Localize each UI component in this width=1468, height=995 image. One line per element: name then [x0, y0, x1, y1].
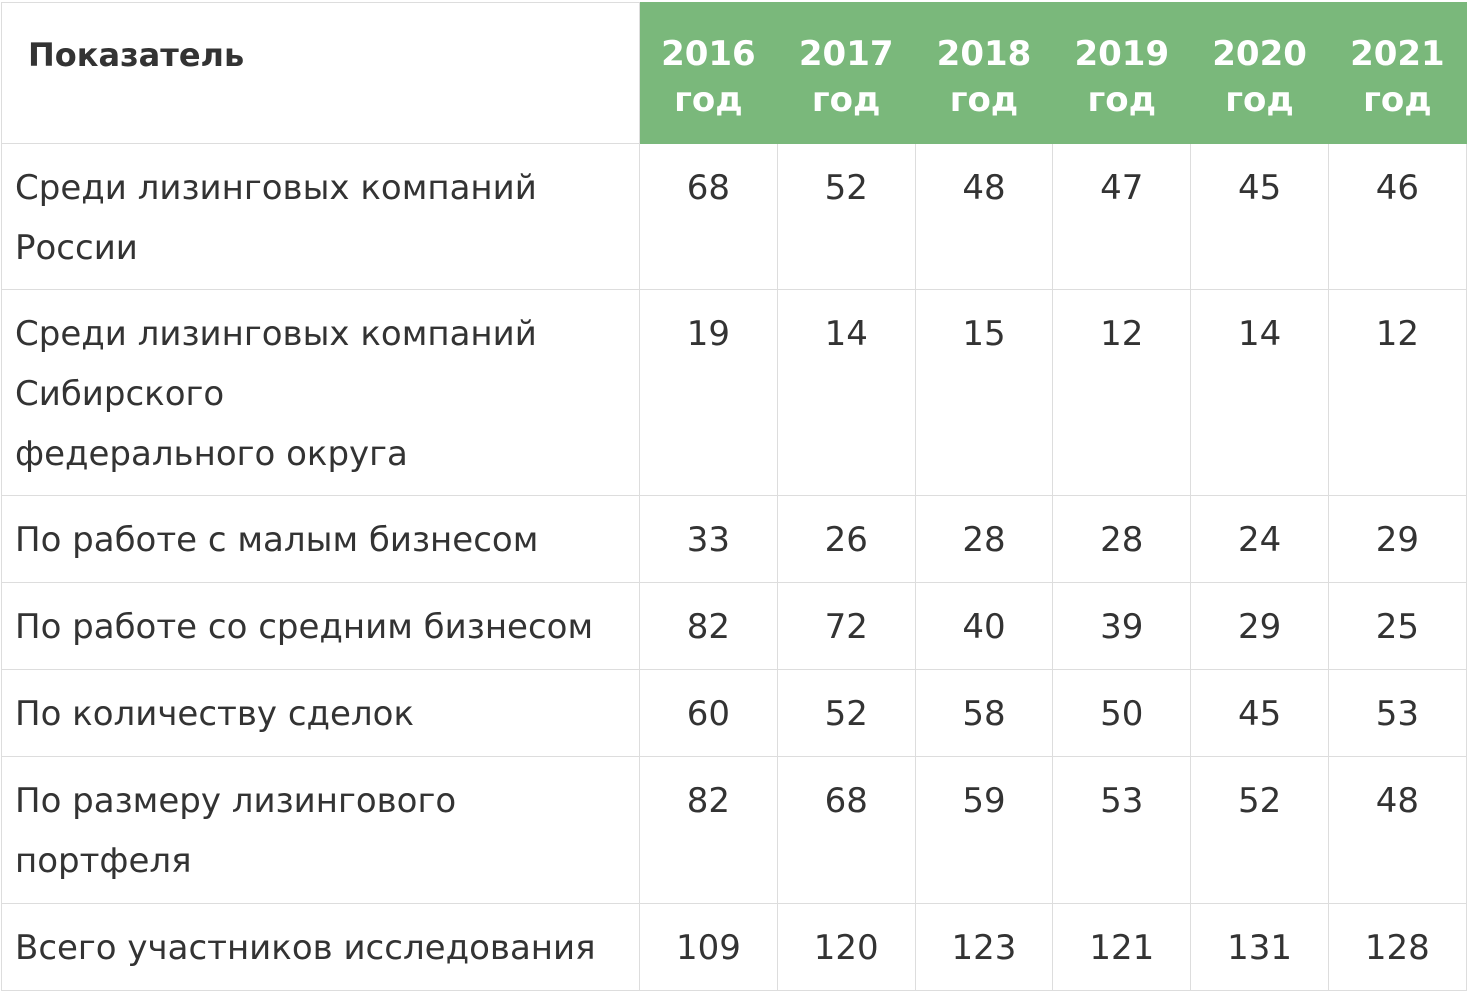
- value-cell: 47: [1052, 143, 1192, 290]
- value-cell: 45: [1190, 143, 1329, 290]
- header-row: Показатель 2016 год 2017 год 2018 год 2019 г…: [1, 2, 1467, 144]
- value-cell: 28: [1052, 495, 1192, 583]
- value-cell: 52: [776, 669, 916, 757]
- value-cell: 120: [776, 903, 916, 991]
- table-row: Среди лизинговых компаний Сибирского федер…: [1, 289, 1467, 496]
- value-cell: 53: [1327, 669, 1467, 757]
- year-number: 2021: [1350, 34, 1445, 74]
- value-cell: 68: [639, 143, 778, 290]
- table-row: По количеству сделок 60 52 58 50 45 53: [1, 669, 1467, 757]
- value-cell: 14: [776, 289, 916, 496]
- value-cell: 58: [914, 669, 1054, 757]
- value-cell: 82: [639, 756, 778, 904]
- year-suffix: год: [1225, 80, 1294, 120]
- row-label: По работе с малым бизнесом: [1, 495, 640, 583]
- table-row: Среди лизинговых компаний России 68 52 48…: [1, 143, 1467, 290]
- year-suffix: год: [1363, 80, 1432, 120]
- row-label: По работе со средним бизнесом: [1, 582, 640, 670]
- row-label-line: портфеля: [15, 841, 192, 881]
- row-label: По количеству сделок: [1, 669, 640, 757]
- value-cell: 128: [1327, 903, 1467, 991]
- value-cell: 46: [1327, 143, 1467, 290]
- row-label: По размеру лизингового портфеля: [1, 756, 640, 904]
- value-cell: 29: [1327, 495, 1467, 583]
- table-row: Всего участников исследования 109 120 12…: [1, 903, 1467, 991]
- table-row: По работе со средним бизнесом 82 72 40 3…: [1, 582, 1467, 670]
- value-cell: 12: [1052, 289, 1192, 496]
- value-cell: 68: [776, 756, 916, 904]
- year-number: 2016: [661, 34, 756, 74]
- value-cell: 50: [1052, 669, 1192, 757]
- value-cell: 14: [1190, 289, 1329, 496]
- value-cell: 15: [914, 289, 1054, 496]
- value-cell: 40: [914, 582, 1054, 670]
- value-cell: 48: [914, 143, 1054, 290]
- value-cell: 39: [1052, 582, 1192, 670]
- table-row: По работе с малым бизнесом 33 26 28 28 2…: [1, 495, 1467, 583]
- row-label-line: По количеству сделок: [15, 694, 415, 734]
- header-year-2020: 2020 год: [1190, 2, 1329, 144]
- value-cell: 26: [776, 495, 916, 583]
- value-cell: 25: [1327, 582, 1467, 670]
- value-cell: 72: [776, 582, 916, 670]
- value-cell: 60: [639, 669, 778, 757]
- year-number: 2019: [1074, 34, 1170, 74]
- value-cell: 52: [776, 143, 916, 290]
- year-number: 2018: [936, 34, 1032, 74]
- year-suffix: год: [674, 80, 743, 120]
- value-cell: 45: [1190, 669, 1329, 757]
- row-label-line: России: [15, 228, 138, 268]
- value-cell: 59: [914, 756, 1054, 904]
- header-year-2016: 2016 год: [639, 2, 778, 144]
- year-suffix: год: [811, 80, 881, 120]
- row-label-line: федерального округа: [15, 434, 408, 474]
- row-label-line: Всего участников исследования: [15, 928, 596, 968]
- table-row: По размеру лизингового портфеля 82 68 59 …: [1, 756, 1467, 904]
- row-label-line: По работе со средним бизнесом: [15, 607, 594, 647]
- row-label-line: По работе с малым бизнесом: [15, 520, 539, 560]
- value-cell: 109: [639, 903, 778, 991]
- row-label-line: По размеру лизингового: [15, 781, 457, 821]
- value-cell: 123: [914, 903, 1054, 991]
- header-year-2021: 2021 год: [1327, 2, 1467, 144]
- value-cell: 52: [1190, 756, 1329, 904]
- value-cell: 33: [639, 495, 778, 583]
- header-year-2018: 2018 год: [914, 2, 1054, 144]
- value-cell: 48: [1327, 756, 1467, 904]
- row-label: Всего участников исследования: [1, 903, 640, 991]
- value-cell: 19: [639, 289, 778, 496]
- header-indicator: Показатель: [1, 2, 640, 144]
- year-suffix: год: [949, 80, 1019, 120]
- row-label-line: Сибирского: [15, 374, 225, 414]
- value-cell: 82: [639, 582, 778, 670]
- header-year-2017: 2017 год: [776, 2, 916, 144]
- row-label: Среди лизинговых компаний Сибирского федер…: [1, 289, 640, 496]
- value-cell: 53: [1052, 756, 1192, 904]
- year-suffix: год: [1087, 80, 1157, 120]
- row-label-line: Среди лизинговых компаний: [15, 168, 537, 208]
- row-label-line: Среди лизинговых компаний: [15, 314, 537, 354]
- value-cell: 131: [1190, 903, 1329, 991]
- year-number: 2017: [798, 34, 894, 74]
- row-label: Среди лизинговых компаний России: [1, 143, 640, 290]
- value-cell: 24: [1190, 495, 1329, 583]
- value-cell: 29: [1190, 582, 1329, 670]
- header-year-2019: 2019 год: [1052, 2, 1192, 144]
- value-cell: 121: [1052, 903, 1192, 991]
- value-cell: 28: [914, 495, 1054, 583]
- year-number: 2020: [1212, 34, 1307, 74]
- value-cell: 12: [1327, 289, 1467, 496]
